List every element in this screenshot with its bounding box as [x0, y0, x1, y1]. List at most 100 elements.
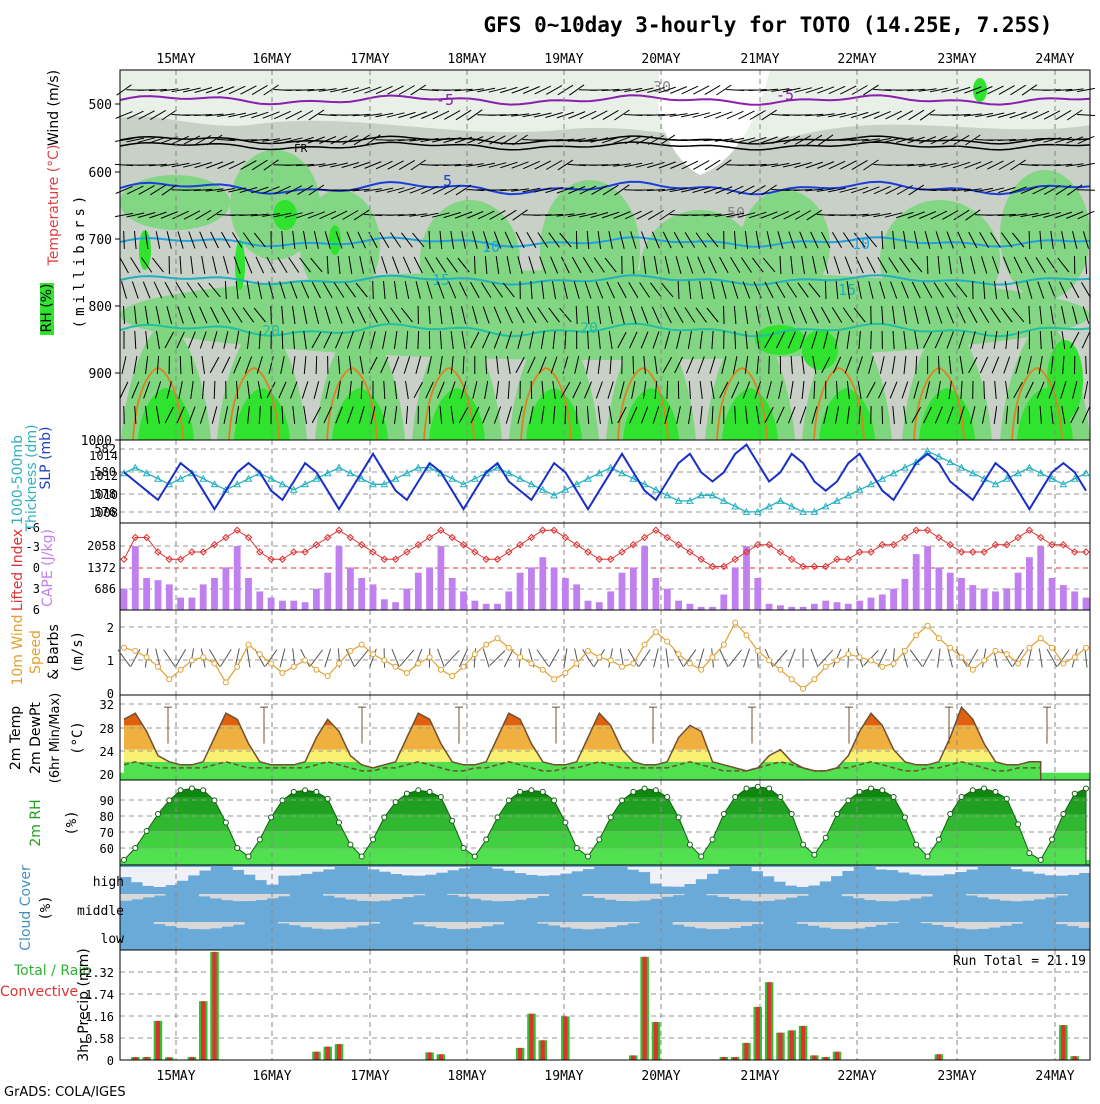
cloud-clear-bar — [876, 894, 888, 901]
cape-bar — [268, 598, 275, 610]
cloud-clear-bar — [910, 867, 922, 875]
cloud-clear-bar — [571, 867, 583, 871]
precip-conv-bar — [767, 982, 771, 1060]
cape-bar — [1026, 557, 1033, 610]
cape-bar — [132, 546, 139, 610]
cape-bar — [766, 604, 773, 610]
wind-barb-10m — [445, 650, 459, 665]
cloud-clear-bar — [808, 922, 820, 926]
cloud-clear-bar — [255, 894, 267, 900]
wind-speed-point — [653, 630, 658, 635]
cloud-clear-bar — [1011, 922, 1023, 924]
rh-point — [801, 842, 806, 847]
cloud-clear-bar — [379, 867, 391, 872]
cloud-clear-bar — [413, 867, 425, 876]
cloud-clear-bar — [504, 867, 516, 871]
wind10m-panel: 210 — [107, 610, 1090, 701]
cape-bar — [347, 567, 354, 610]
precip-conv-bar — [529, 1014, 533, 1060]
cloud-clear-bar — [673, 922, 685, 925]
cloud-clear-bar — [492, 922, 504, 924]
cloud-clear-bar — [1067, 867, 1079, 875]
cape-bar — [336, 546, 343, 610]
wind-speed-point — [1061, 661, 1066, 666]
cloud-clear-bar — [661, 867, 673, 887]
cape-bar — [1071, 591, 1078, 610]
wind-speed-point — [280, 671, 285, 676]
cape-bar — [256, 591, 263, 610]
cloud-clear-bar — [492, 867, 504, 869]
cape-bar — [234, 546, 241, 610]
wind-barb — [984, 381, 985, 399]
wind-speed-point — [846, 652, 851, 657]
cloud-clear-bar — [977, 922, 989, 929]
upper-y-tick-label: 600 — [89, 166, 112, 181]
top-day-label: 22MAY — [837, 52, 876, 67]
bottom-day-label: 18MAY — [447, 1069, 486, 1084]
precip-conv-bar — [756, 1007, 760, 1060]
cloud-clear-bar — [1056, 894, 1068, 896]
cloud-clear-bar — [989, 894, 1001, 899]
cloud-clear-bar — [740, 894, 752, 901]
cloud-clear-bar — [977, 894, 989, 897]
slp-tick-label: 1012 — [89, 469, 118, 483]
cloud-clear-bar — [323, 922, 335, 929]
cloud-clear-bar — [808, 867, 820, 886]
wind-barb-10m — [310, 650, 322, 666]
rh-point — [835, 812, 840, 817]
cloud-clear-bar — [842, 894, 854, 896]
rh-saturated-blob — [802, 330, 838, 370]
cloud-clear-bar — [176, 922, 188, 928]
wind-barb-10m — [910, 650, 922, 667]
cape-bar — [245, 578, 252, 610]
cloud-clear-bar — [1011, 867, 1023, 869]
wind-barb — [927, 256, 928, 274]
cloud-clear-bar — [943, 867, 955, 874]
wind-tick-label: 2 — [107, 621, 114, 635]
cape-bar — [777, 605, 784, 610]
cloud-level-label: high — [93, 875, 124, 890]
cloud-clear-bar — [402, 894, 414, 897]
rh-point — [710, 837, 715, 842]
li-left-title: Lifted Index — [10, 529, 26, 611]
cloud-clear-bar — [154, 894, 166, 896]
cloud-clear-bar — [244, 867, 256, 875]
cloud-clear-bar — [458, 922, 470, 929]
cloud-title: Cloud Cover — [18, 865, 34, 951]
precip-conv-bar — [326, 1047, 330, 1060]
wind-speed-point — [1050, 645, 1055, 650]
temp-title-1: 2m Temp — [8, 706, 24, 770]
precip-conv-bar — [643, 957, 647, 1060]
cloud-clear-bar — [695, 922, 707, 928]
panel-frame — [120, 523, 1090, 610]
cloud-clear-bar — [176, 867, 188, 881]
cloud-clear-bar — [312, 867, 324, 872]
rh-point — [1004, 796, 1009, 801]
cloud-clear-bar — [628, 922, 640, 923]
wind-barb-10m — [549, 649, 559, 667]
wind-speed-point — [959, 655, 964, 660]
thickness-point — [1083, 470, 1089, 476]
wind-barb-10m — [220, 649, 231, 666]
rh-point — [970, 788, 975, 793]
temp-title-2: 2m DewPt — [28, 702, 44, 774]
wind-speed-point — [801, 686, 806, 691]
cape-bar — [596, 602, 603, 610]
cape-bar — [902, 579, 909, 610]
rh-point — [212, 798, 217, 803]
cloud-clear-bar — [1022, 867, 1034, 872]
cloud-clear-bar — [966, 894, 978, 896]
top-day-label: 18MAY — [447, 52, 486, 67]
wind-barb — [1018, 406, 1019, 424]
cloud-clear-bar — [278, 922, 290, 923]
wind-speed-point — [676, 652, 681, 657]
precip-conv-bar — [937, 1054, 941, 1060]
wind-speed-point — [223, 680, 228, 685]
wind-speed-point — [416, 661, 421, 666]
cloud-clear-bar — [391, 894, 403, 899]
cloud-clear-bar — [425, 867, 437, 875]
cloud-clear-bar — [594, 894, 606, 898]
cape-bar — [573, 584, 580, 610]
rh-point — [959, 795, 964, 800]
